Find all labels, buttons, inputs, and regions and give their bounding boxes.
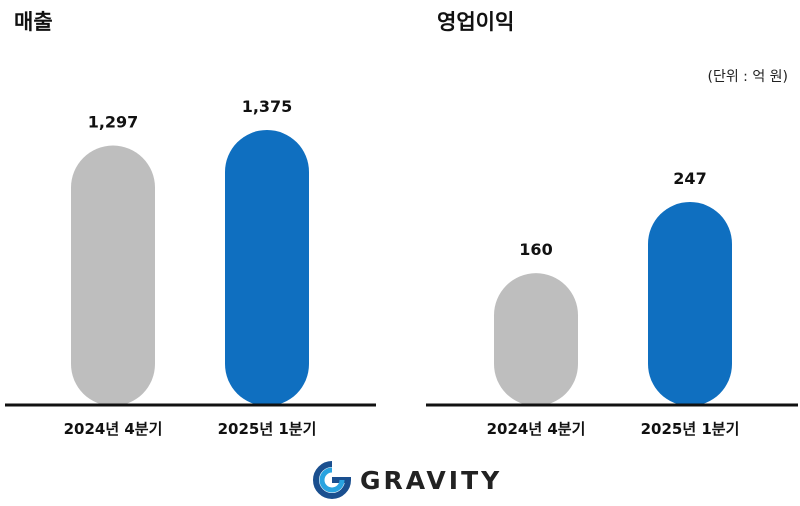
bar-q4-2024 (494, 273, 578, 406)
x-tick-label: 2025년 1분기 (641, 420, 740, 438)
gravity-logo-text: GRAVITY (360, 465, 503, 495)
data-label: 247 (673, 169, 706, 188)
revenue-chart: 1,297 2024년 4분기 1,375 2025년 1분기 (5, 97, 376, 438)
data-label: 1,375 (242, 97, 293, 116)
operating-profit-chart: 160 2024년 4분기 247 2025년 1분기 (426, 169, 798, 438)
revenue-chart-title: 매출 (14, 10, 53, 34)
bar-q1-2025 (648, 202, 732, 406)
unit-label: (단위 : 억 원) (707, 69, 788, 85)
gravity-logo-icon (313, 461, 352, 499)
bar-q4-2024 (71, 145, 155, 406)
data-label: 160 (519, 240, 552, 259)
x-tick-label: 2024년 4분기 (64, 420, 163, 438)
x-tick-label: 2025년 1분기 (218, 420, 317, 438)
operating-profit-chart-title: 영업이익 (437, 10, 515, 34)
data-label: 1,297 (88, 113, 139, 132)
x-tick-label: 2024년 4분기 (487, 420, 586, 438)
bar-q1-2025 (225, 130, 309, 406)
gravity-logo: GRAVITY (312, 458, 502, 502)
